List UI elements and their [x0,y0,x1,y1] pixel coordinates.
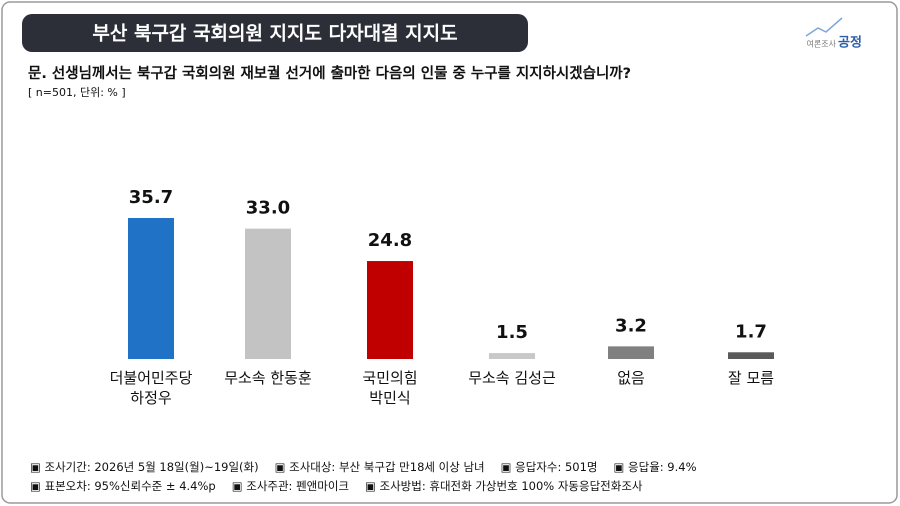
bar [489,353,535,359]
bar [608,346,654,359]
question: 문. 선생님께서는 북구갑 국회의원 재보궐 선거에 출마한 다음의 인물 중 … [28,64,631,82]
logo-icon [805,17,843,37]
footer-item: ▣ 조사방법: 휴대전화 가상번호 100% 자동응답전화조사 [365,479,643,493]
footer-row: ▣ 표본오차: 95%신뢰수준 ± 4.4%p ▣ 조사주관: 펜앤마이크 ▣ 조사… [30,478,643,494]
note: [ n=501, 단위: % ] [28,86,126,99]
value-label: 1.7 [735,321,767,342]
footer-row: ▣ 조사기간: 2026년 5월 18일(월)~19일(화) ▣ 조사대상: 부산… [30,459,697,475]
bar [128,217,174,359]
logo-prefix: 여론조사 [807,39,837,49]
x-tick-label: 무소속 김성근 [468,369,556,387]
title: 부산 북구갑 국회의원 지지도 다자대결 지지도 [92,23,457,45]
bar [245,228,291,359]
x-tick-label: 무소속 한동훈 [224,369,312,387]
footer-item: ▣ 조사대상: 부산 북구갑 만18세 이상 남녀 [274,460,485,474]
value-label: 33.0 [246,198,290,219]
value-label: 1.5 [496,322,528,343]
footer-item: ▣ 조사기간: 2026년 5월 18일(월)~19일(화) [30,460,259,474]
footer-item: ▣ 표본오차: 95%신뢰수준 ± 4.4%p [30,479,216,493]
footer-item: ▣ 조사주관: 펜앤마이크 [231,479,349,493]
footer-item: ▣ 응답자수: 501명 [500,460,598,474]
bar [367,261,413,359]
logo-name: 공정 [838,35,862,51]
x-tick-label: 더불어민주당 하정우 [109,369,193,407]
value-label: 24.8 [368,230,412,251]
value-label: 35.7 [129,187,173,208]
title-box [22,14,528,52]
x-tick-label: 없음 [617,369,645,387]
bar [728,352,774,359]
x-tick-label: 국민의힘 박민식 [362,369,418,407]
value-label: 3.2 [615,315,647,336]
footer-item: ▣ 응답율: 9.4% [613,460,697,474]
x-tick-label: 잘 모름 [727,369,775,387]
